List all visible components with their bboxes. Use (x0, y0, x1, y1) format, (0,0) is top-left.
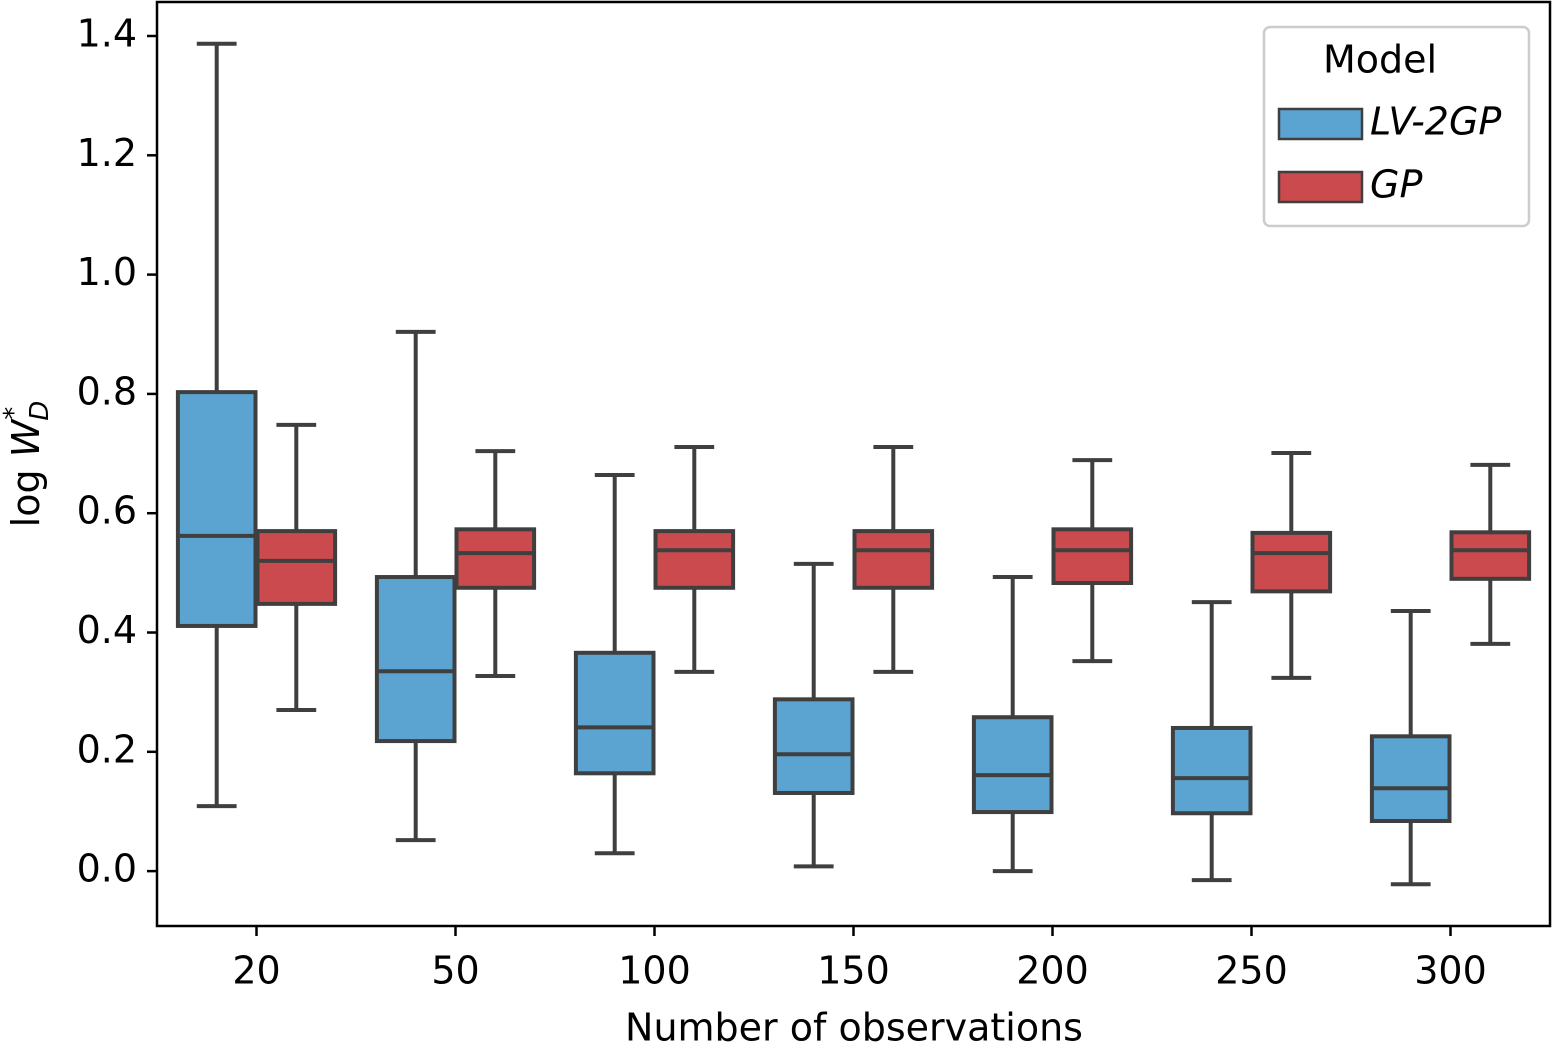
box (1250, 530, 1333, 594)
box (1449, 530, 1532, 581)
box (454, 527, 537, 590)
box (971, 715, 1054, 815)
y-tick-label: 0.4 (77, 608, 137, 652)
box (852, 529, 935, 590)
y-tick-label: 1.4 (77, 12, 137, 56)
y-label-var: W (4, 418, 48, 457)
legend-swatch (1277, 170, 1364, 204)
box (374, 575, 457, 744)
x-axis-label: Number of observations (625, 1006, 1083, 1050)
legend-label: LV-2GP (1370, 100, 1501, 144)
x-tick-label: 200 (1016, 949, 1089, 993)
y-tick-label: 1.0 (77, 250, 137, 294)
box (175, 390, 258, 628)
box (1369, 734, 1452, 824)
y-tick-label: 1.2 (77, 131, 137, 175)
x-tick-label: 20 (232, 949, 280, 993)
x-tick-label: 300 (1414, 949, 1487, 993)
y-label-prefix: log (4, 469, 48, 527)
y-label-sub: D (25, 401, 55, 421)
box (653, 529, 736, 590)
y-tick-label: 0.8 (77, 369, 137, 413)
box (772, 697, 855, 795)
legend-label: GP (1370, 163, 1422, 207)
x-tick-label: 50 (431, 949, 479, 993)
box (1051, 527, 1134, 586)
y-axis-label: log W*D (0, 401, 55, 528)
x-tick-label: 100 (618, 949, 691, 993)
y-tick-label: 0.6 (77, 489, 137, 533)
box (255, 529, 338, 606)
x-tick-label: 250 (1215, 949, 1288, 993)
y-tick-label: 0.0 (77, 847, 137, 891)
legend-title: Model (1323, 38, 1437, 82)
legend-swatch (1277, 107, 1364, 141)
y-label-sup: * (0, 407, 29, 420)
box (573, 650, 656, 776)
x-tick-label: 150 (817, 949, 890, 993)
box (1170, 725, 1253, 816)
y-tick-label: 0.2 (77, 727, 137, 771)
